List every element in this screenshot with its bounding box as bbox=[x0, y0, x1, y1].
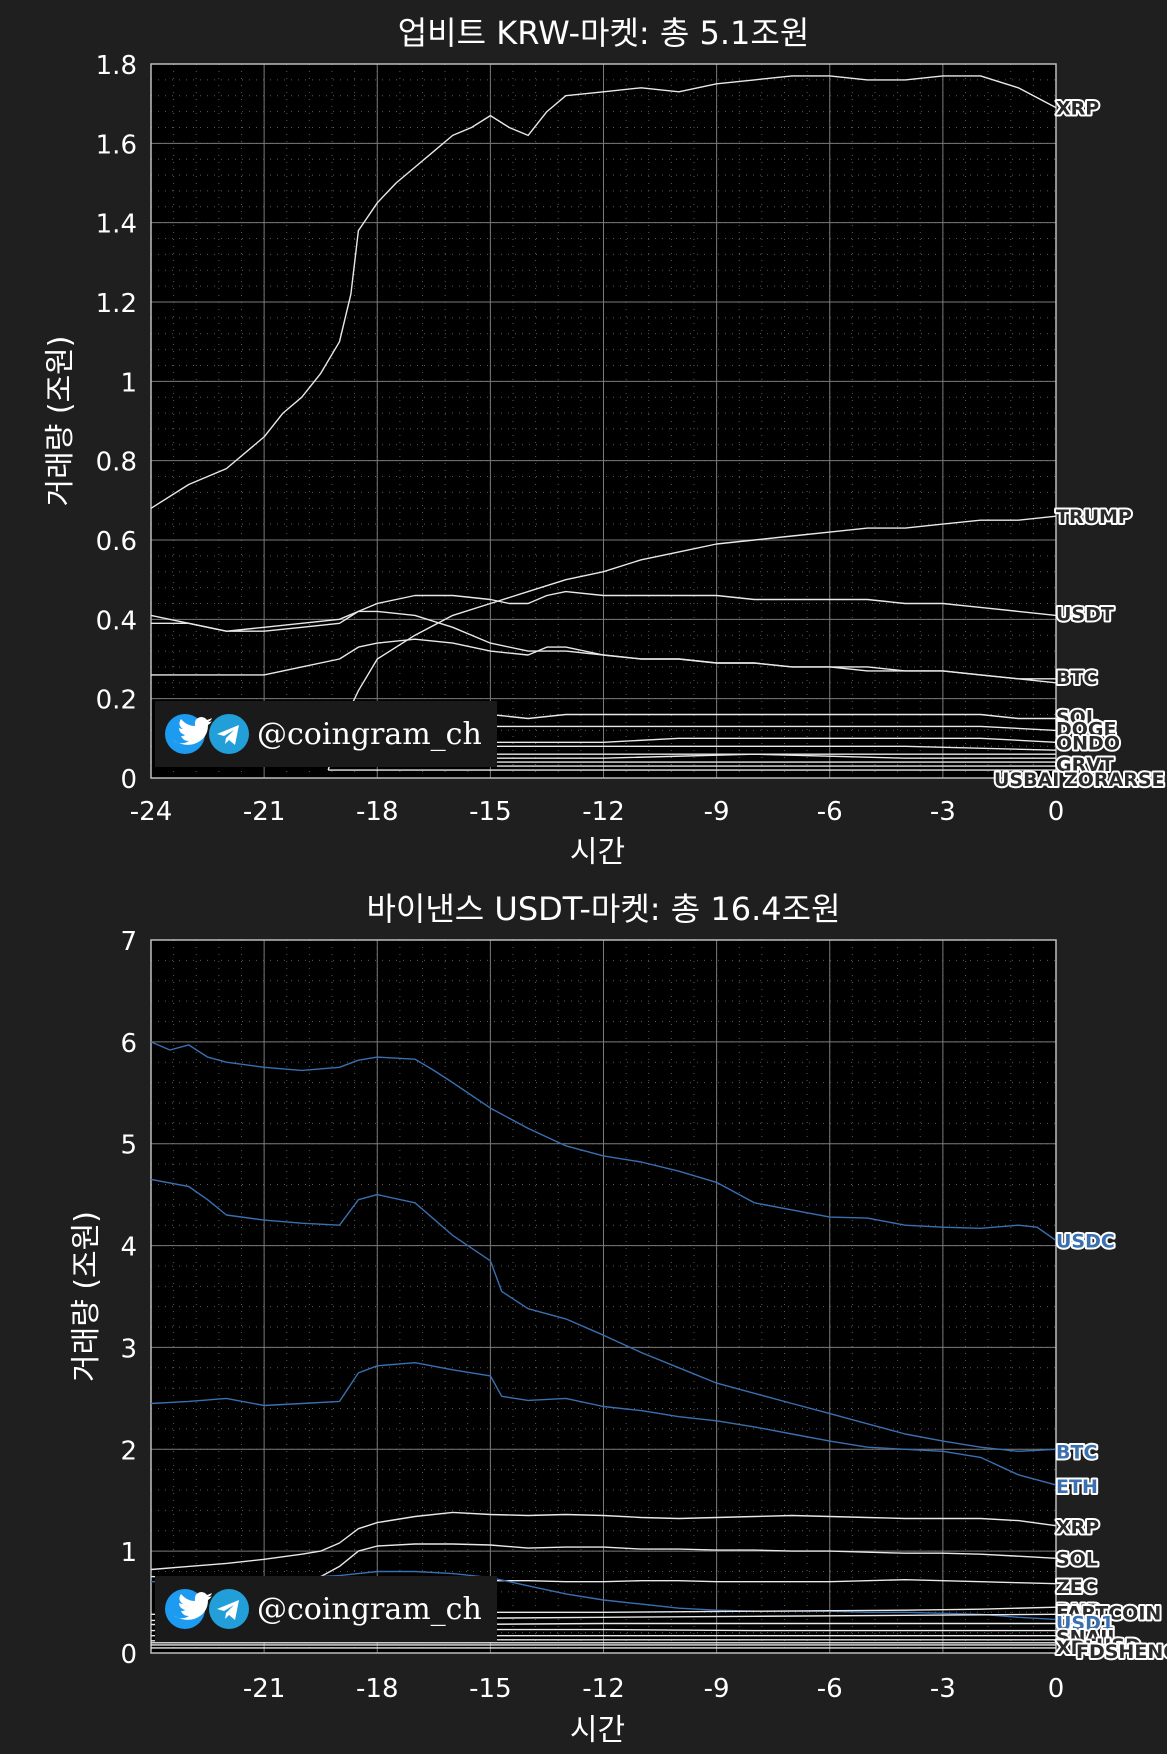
x-tick-label: -3 bbox=[930, 1674, 956, 1704]
telegram-icon bbox=[209, 714, 249, 754]
end-label-trump: TRUMP bbox=[1056, 506, 1132, 528]
x-tick-label: -12 bbox=[582, 1674, 624, 1704]
y-axis-label: 거래량 (조원) bbox=[43, 336, 78, 507]
y-tick-label: 0.4 bbox=[96, 606, 137, 636]
y-tick-labels: 0 0.2 0.4 0.6 0.8 1 1.2 1.4 1.6 1.8 bbox=[96, 51, 137, 795]
chart-title: 바이낸스 USDT-마켓: 총 16.4조원 bbox=[366, 890, 840, 928]
x-tick-labels: -24 -21 -18 -15 -12 -9 -6 -3 0 bbox=[130, 797, 1065, 827]
telegram-icon-circle bbox=[209, 1589, 249, 1629]
telegram-plane-shape bbox=[217, 1600, 239, 1620]
x-tick-label: 0 bbox=[1048, 797, 1065, 827]
x-tick-label: -9 bbox=[704, 797, 730, 827]
x-tick-label: -15 bbox=[469, 797, 511, 827]
x-tick-label: -12 bbox=[582, 797, 624, 827]
handle-text: @coingram_ch bbox=[257, 717, 482, 752]
end-label-fartcoin: FARTCOIN bbox=[1056, 1602, 1161, 1624]
series-line-trump bbox=[327, 515, 1057, 771]
y-axis-label: 거래량 (조원) bbox=[69, 1211, 104, 1382]
chart-title: 업비트 KRW-마켓: 총 5.1조원 bbox=[398, 14, 810, 52]
x-tick-label: -21 bbox=[243, 1674, 285, 1704]
end-label-zec: ZEC bbox=[1056, 1576, 1097, 1598]
end-label-zorarse: ZORARSE bbox=[1064, 769, 1165, 791]
social-handle-box: @coingram_ch bbox=[155, 1576, 497, 1642]
twitter-icon bbox=[165, 1589, 212, 1629]
x-tick-label: -6 bbox=[817, 1674, 843, 1704]
series-line-xrp bbox=[150, 1511, 1057, 1571]
series-line-usdc bbox=[150, 1041, 1057, 1242]
x-tick-label: -18 bbox=[356, 797, 398, 827]
series-line-xrp bbox=[150, 75, 1057, 509]
y-tick-label: 1 bbox=[120, 368, 137, 398]
y-tick-label: 1.6 bbox=[96, 130, 137, 160]
end-label-xrp: XRP bbox=[1056, 1517, 1099, 1539]
y-tick-label: 6 bbox=[120, 1029, 137, 1059]
y-tick-label: 1.2 bbox=[96, 289, 137, 319]
end-label-grvt: GRVT bbox=[1056, 754, 1114, 776]
y-tick-label: 0 bbox=[120, 765, 137, 795]
y-tick-label: 0.6 bbox=[96, 527, 137, 557]
x-axis-label: 시간 bbox=[570, 1713, 625, 1748]
twitter-bird-shape bbox=[173, 1592, 212, 1620]
end-label-xpl: XPL bbox=[1056, 1637, 1097, 1659]
y-tick-label: 4 bbox=[120, 1233, 137, 1263]
y-tick-label: 1.4 bbox=[96, 210, 137, 240]
end-label-usbai: USBAI bbox=[994, 769, 1059, 791]
axes-frame bbox=[150, 939, 1057, 1654]
end-label-snail: SNAIL bbox=[1056, 1627, 1119, 1649]
telegram-icon bbox=[209, 1589, 249, 1629]
chart-2: USDCBTCETHXRPSOLZECBNBFARTCOINUSD1SNAILU… bbox=[69, 890, 1167, 1748]
x-tick-label: -18 bbox=[356, 1674, 398, 1704]
end-label-eth: ETH bbox=[1056, 1476, 1098, 1498]
y-tick-label: 1.8 bbox=[96, 51, 137, 81]
twitter-icon bbox=[165, 714, 212, 754]
x-tick-label: -24 bbox=[130, 797, 172, 827]
end-label-bnb: BNB bbox=[1056, 1600, 1101, 1622]
end-label-sol: SOL bbox=[1056, 707, 1098, 729]
y-tick-label: 7 bbox=[120, 927, 137, 957]
y-tick-label: 0 bbox=[120, 1640, 137, 1670]
x-axis-label: 시간 bbox=[570, 835, 625, 870]
end-label-btc: BTC bbox=[1056, 667, 1097, 689]
end-label-fdsheng: FDSHENG bbox=[1076, 1641, 1167, 1663]
end-label-usd1: USD1 bbox=[1056, 1612, 1114, 1634]
y-tick-label: 2 bbox=[120, 1436, 137, 1466]
social-handle-box: @coingram_ch bbox=[155, 701, 497, 767]
twitter-bird-shape bbox=[173, 717, 212, 745]
y-tick-labels: 0 1 2 3 4 5 6 7 bbox=[120, 927, 137, 1670]
x-tick-label: -15 bbox=[469, 1674, 511, 1704]
end-label-usdt: USDT bbox=[1056, 603, 1114, 625]
axes-frame bbox=[150, 63, 1057, 779]
series-line-usdt bbox=[151, 590, 1057, 632]
y-tick-label: 3 bbox=[120, 1334, 137, 1364]
telegram-icon-circle bbox=[209, 714, 249, 754]
end-labels: USDC BTC ETH XRP SOL ZECBNBFARTCOINUSD1SNAILU… bbox=[1054, 1228, 1167, 1664]
end-label-usdc: USDC bbox=[1056, 1230, 1115, 1252]
end-label-doge: DOGE bbox=[1056, 718, 1117, 740]
x-tick-label: -6 bbox=[817, 797, 843, 827]
end-label-ondo: ONDO bbox=[1056, 732, 1120, 754]
x-tick-label: -21 bbox=[243, 797, 285, 827]
end-label-usd: USD bbox=[1096, 1635, 1141, 1657]
end-label-xrp: XRP bbox=[1056, 98, 1099, 120]
x-tick-label: 0 bbox=[1048, 1674, 1065, 1704]
end-label-sol: SOL bbox=[1056, 1548, 1098, 1570]
series-line-btc bbox=[150, 1178, 1057, 1453]
y-tick-label: 0.2 bbox=[96, 686, 137, 716]
y-tick-label: 1 bbox=[120, 1538, 137, 1568]
end-label-btc: BTC bbox=[1056, 1441, 1097, 1463]
handle-text: @coingram_ch bbox=[257, 1592, 482, 1627]
series-line-btc bbox=[151, 638, 1056, 680]
y-tick-label: 5 bbox=[120, 1131, 137, 1161]
series-line-eth bbox=[150, 1361, 1057, 1486]
x-tick-label: -3 bbox=[930, 797, 956, 827]
y-tick-label: 0.8 bbox=[96, 448, 137, 478]
x-tick-labels: -21 -18 -15 -12 -9 -6 -3 0 bbox=[243, 1674, 1064, 1704]
telegram-plane-shape bbox=[217, 725, 239, 745]
x-tick-label: -9 bbox=[704, 1674, 730, 1704]
